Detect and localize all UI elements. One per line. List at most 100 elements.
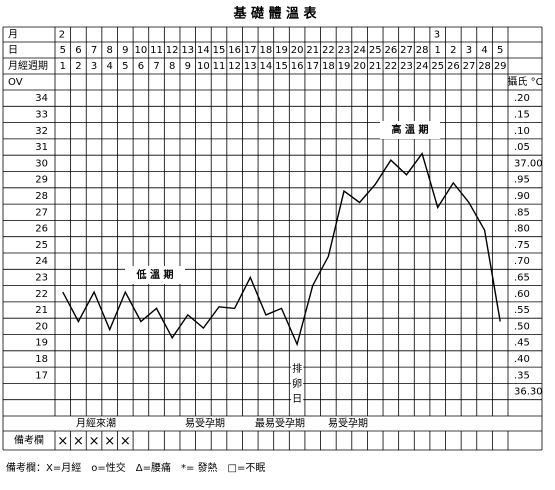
y2-tick-label: .05 [514, 142, 530, 153]
ovulation-label: 卵 [292, 378, 302, 390]
day-label: 15 [213, 45, 226, 56]
y-tick-label: 29 [35, 175, 48, 186]
annotation-bg [380, 121, 440, 139]
month-label: 2 [59, 30, 65, 41]
cycle-day: 8 [169, 61, 175, 72]
note-mark: × [89, 434, 100, 449]
day-label: 28 [416, 45, 429, 56]
cycle-day: 28 [478, 61, 491, 72]
cycle-day: 7 [153, 61, 159, 72]
annotation: 高 溫 期 [392, 123, 429, 136]
y2-tick-label: .65 [514, 272, 530, 283]
y2-tick-label: .45 [514, 338, 530, 349]
day-label: 14 [197, 45, 210, 56]
cycle-day: 23 [400, 61, 413, 72]
y2-tick-label: .85 [514, 207, 530, 218]
day-label: 10 [135, 45, 148, 56]
y2-tick-label: .40 [514, 354, 530, 365]
note-mark: × [73, 434, 84, 449]
y2-tick-label: .20 [514, 93, 530, 104]
cycle-day: 1 [60, 61, 66, 72]
row-label: 月 [8, 29, 18, 41]
cycle-day: 22 [384, 61, 397, 72]
cycle-day: 2 [75, 61, 81, 72]
annotation: 低 溫 期 [136, 268, 174, 281]
y2-tick-label: .95 [514, 175, 530, 186]
y-tick-label: 31 [35, 142, 48, 153]
note-mark: × [104, 434, 115, 449]
y-tick-label: 23 [35, 272, 48, 283]
day-label: 23 [338, 45, 351, 56]
y2-tick-label: 36.30 [514, 387, 543, 398]
day-label: 22 [322, 45, 335, 56]
day-label: 20 [291, 45, 304, 56]
row-label: OV [8, 77, 23, 88]
day-label: 5 [60, 45, 66, 56]
cycle-day: 10 [197, 61, 210, 72]
cycle-day: 3 [91, 61, 97, 72]
cycle-day: 4 [106, 61, 112, 72]
y2-tick-label: .10 [514, 126, 530, 137]
y2-tick-label: .35 [514, 370, 530, 381]
y-tick-label: 27 [35, 207, 48, 218]
cycle-day: 16 [291, 61, 304, 72]
cycle-day: 25 [431, 61, 444, 72]
cycle-day: 29 [494, 61, 507, 72]
phase-label: 易受孕期 [328, 418, 368, 430]
day-label: 19 [275, 45, 288, 56]
cycle-day: 12 [228, 61, 241, 72]
cycle-day: 24 [416, 61, 429, 72]
day-label: 13 [181, 45, 194, 56]
note-mark: × [57, 434, 68, 449]
day-label: 24 [353, 45, 366, 56]
day-label: 25 [369, 45, 382, 56]
cycle-day: 27 [463, 61, 476, 72]
day-label: 27 [400, 45, 413, 56]
footnote: 備考欄：X=月經 o=性交 Δ=腰痛 *= 發熱 □=不眠 [6, 461, 265, 474]
y-tick-label: 25 [35, 240, 48, 251]
cycle-day: 6 [138, 61, 144, 72]
cycle-day: 18 [322, 61, 335, 72]
ovulation-label: 排 [292, 362, 302, 375]
cycle-day: 15 [275, 61, 288, 72]
note-mark: × [120, 434, 131, 449]
y-tick-label: 26 [35, 224, 48, 235]
day-label: 5 [497, 45, 503, 56]
y-tick-label: 32 [35, 126, 48, 137]
cycle-day: 19 [338, 61, 351, 72]
y2-tick-label: .90 [514, 191, 530, 202]
ovulation-label: 日 [292, 394, 302, 405]
row-label: 日 [8, 45, 18, 56]
cycle-day: 26 [447, 61, 460, 72]
y2-tick-label: .70 [514, 256, 530, 267]
phase-label: 最易受孕期 [255, 418, 305, 430]
cycle-day: 17 [306, 61, 319, 72]
day-label: 21 [306, 45, 319, 56]
ovulation-bg [291, 360, 304, 408]
y-tick-label: 18 [35, 354, 48, 365]
y2-tick-label: .55 [514, 305, 530, 316]
day-label: 6 [75, 45, 81, 56]
day-label: 1 [435, 45, 441, 56]
y2-tick-label: .15 [514, 109, 530, 120]
month-label: 3 [434, 30, 440, 41]
y-tick-label: 28 [35, 191, 48, 202]
chart-title: 基 礎 體 溫 表 [232, 6, 317, 22]
day-label: 17 [244, 45, 257, 56]
day-label: 18 [260, 45, 273, 56]
day-label: 4 [481, 45, 487, 56]
y-tick-label: 17 [35, 370, 48, 381]
y-tick-label: 30 [35, 158, 48, 169]
day-label: 3 [466, 45, 472, 56]
day-label: 26 [384, 45, 397, 56]
annotation-bg [125, 266, 185, 284]
day-label: 16 [228, 45, 241, 56]
cycle-day: 21 [369, 61, 382, 72]
cycle-day: 14 [260, 61, 273, 72]
day-label: 12 [166, 45, 179, 56]
y2-tick-label: 37.00 [514, 158, 543, 169]
cycle-day: 13 [244, 61, 257, 72]
cycle-day: 11 [213, 61, 226, 72]
